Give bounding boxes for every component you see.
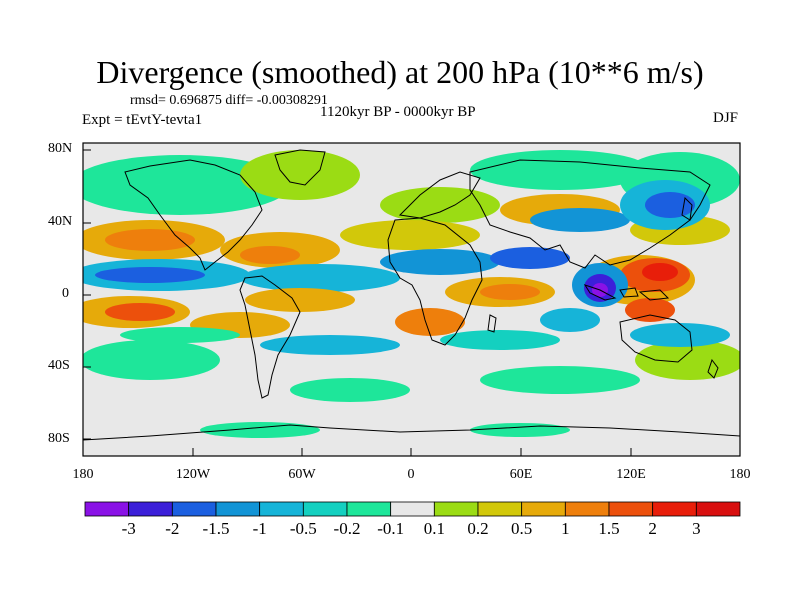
- colorbar-swatch: [259, 501, 304, 517]
- field-patch: [120, 327, 240, 343]
- field-patch: [245, 288, 355, 312]
- field-patch: [635, 340, 740, 380]
- field-patch: [105, 303, 175, 321]
- lat-label-40s: 40S: [48, 358, 70, 373]
- axis-ticks: [83, 149, 632, 456]
- colorbar-label: 1.5: [598, 519, 620, 538]
- coastlines: [83, 149, 740, 441]
- field-patch: [240, 150, 360, 200]
- field-patch: [105, 229, 195, 251]
- period-label: 1120kyr BP - 0000kyr BP: [320, 104, 476, 120]
- colorbar: [84, 501, 741, 517]
- field-patch: [470, 423, 570, 437]
- field-patch: [380, 249, 500, 275]
- season-label: DJF: [712, 110, 738, 126]
- colorbar-swatch: [564, 501, 610, 517]
- field-patch: [200, 422, 320, 438]
- colorbar-swatch: [215, 501, 261, 517]
- colorbar-label: -2: [165, 519, 180, 538]
- colorbar-label: 0.5: [511, 519, 533, 538]
- colorbar-swatch: [346, 501, 392, 517]
- lon-label-0: 0: [407, 467, 415, 482]
- field-patch: [540, 308, 600, 332]
- colorbar-label: 0.2: [467, 519, 489, 538]
- lon-label-120w: 120W: [175, 467, 211, 482]
- field-patch: [645, 192, 695, 218]
- field-patch: [240, 264, 400, 292]
- colorbar-swatch: [128, 501, 173, 517]
- colorbar-swatch: [390, 501, 435, 517]
- colorbar-label: 2: [648, 519, 657, 538]
- divergence-field: [83, 150, 740, 438]
- field-patch: [260, 335, 400, 355]
- colorbar-label: 1: [561, 519, 570, 538]
- colorbar-swatch: [302, 501, 348, 517]
- field-patch: [380, 187, 500, 223]
- colorbar-swatch: [608, 501, 654, 517]
- field-patch: [240, 246, 300, 264]
- plot-title: Divergence (smoothed) at 200 hPa (10**6 …: [96, 54, 704, 90]
- field-patch: [490, 247, 570, 269]
- colorbar-swatch: [477, 501, 523, 517]
- lon-label-60w: 60W: [288, 467, 316, 482]
- colorbar-label: -3: [121, 519, 136, 538]
- colorbar-swatch: [84, 501, 130, 517]
- lat-label-80s: 80S: [48, 431, 70, 446]
- field-patch: [290, 378, 410, 402]
- colorbar-swatch: [652, 501, 697, 517]
- field-patch: [83, 340, 220, 380]
- field-patch: [340, 220, 480, 250]
- lon-label-120e: 120E: [616, 467, 646, 482]
- lon-label-60e: 60E: [509, 467, 533, 482]
- colorbar-swatch: [171, 501, 217, 517]
- colorbar-label: -0.2: [333, 519, 361, 538]
- colorbar-label: -1.5: [202, 519, 230, 538]
- lat-label-80n: 80N: [48, 141, 73, 156]
- field-patch: [530, 208, 630, 232]
- field-patch: [630, 323, 730, 347]
- field-patch: [395, 308, 465, 336]
- field-patch: [440, 330, 560, 350]
- colorbar-swatch: [695, 501, 741, 517]
- lon-label-180e: 180: [729, 467, 751, 482]
- field-patch: [95, 267, 205, 283]
- colorbar-label: 0.1: [423, 519, 445, 538]
- colorbar-label: -0.1: [377, 519, 405, 538]
- colorbar-swatch: [521, 501, 566, 517]
- stats-text: rmsd= 0.696875 diff= -0.00308291: [130, 93, 328, 108]
- field-patch: [642, 263, 678, 281]
- field-patch: [625, 298, 675, 322]
- colorbar-swatch: [433, 501, 479, 517]
- field-patch: [470, 150, 650, 190]
- colorbar-label: -0.5: [289, 519, 317, 538]
- experiment-label: Expt = tEvtY-tevta1: [82, 112, 203, 128]
- field-patch: [480, 284, 540, 300]
- lat-label-40n: 40N: [48, 214, 73, 229]
- lon-label-180w: 180: [72, 467, 94, 482]
- colorbar-label: -1: [252, 519, 267, 538]
- lat-label-eq: 0: [62, 286, 69, 301]
- colorbar-label: 3: [692, 519, 701, 538]
- field-patch: [480, 366, 640, 394]
